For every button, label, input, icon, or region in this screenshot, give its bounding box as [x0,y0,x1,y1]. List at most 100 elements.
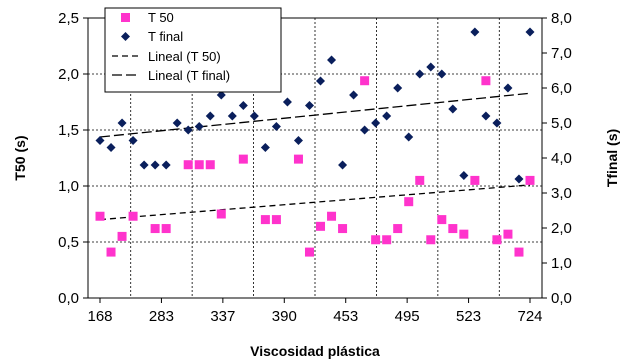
y-axis-ticks: 0,0 0,5 1,0 1,5 2,0 2,5 [58,10,88,307]
y-tick-label: 0,5 [58,234,79,251]
tfinal-points [95,27,535,184]
point-t50 [448,224,458,234]
point-t50 [503,229,513,239]
point-t50 [338,224,348,234]
legend-label-tfinal: T final [148,29,183,44]
point-tfinal [503,83,513,93]
x-tick-label: 495 [395,308,420,325]
point-tfinal [437,69,447,79]
point-tfinal [393,83,403,93]
point-tfinal [338,160,348,170]
point-tfinal [426,62,436,72]
point-tfinal [459,171,469,180]
point-t50 [470,175,480,185]
point-t50 [525,175,535,185]
point-tfinal [194,122,204,131]
point-t50 [404,197,414,207]
point-tfinal [371,118,381,128]
point-tfinal [327,55,337,65]
point-tfinal [95,136,105,145]
point-t50 [106,247,116,257]
point-t50 [481,76,491,86]
point-tfinal [448,104,458,114]
point-tfinal [293,136,303,145]
point-tfinal [161,160,171,170]
point-tfinal [470,27,480,37]
point-t50 [260,215,270,225]
y2-tick-label: 0,0 [551,290,572,307]
point-t50 [161,224,171,234]
point-t50 [128,211,138,221]
point-tfinal [249,111,259,121]
point-tfinal [382,111,392,121]
x-tick-label: 724 [517,308,542,325]
point-tfinal [172,118,182,128]
point-tfinal [128,136,138,145]
point-tfinal [349,90,359,100]
point-t50 [415,175,425,185]
trendline-tfinal [99,92,531,138]
point-tfinal [525,27,535,37]
point-tfinal [304,101,314,110]
point-tfinal [139,160,149,170]
point-t50 [371,235,381,245]
point-t50 [117,231,127,241]
point-t50 [304,247,314,257]
trendlines [99,92,531,221]
point-tfinal [492,118,502,128]
point-t50 [426,235,436,245]
point-t50 [459,229,469,239]
point-t50 [205,160,215,170]
point-tfinal [360,125,370,135]
point-t50 [316,221,326,231]
point-t50 [514,247,524,257]
point-t50 [216,209,226,219]
y2-tick-label: 1,0 [551,255,572,272]
y2-tick-label: 5,0 [551,115,572,132]
legend-marker-tfinal [121,32,130,41]
point-tfinal [227,111,237,121]
y2-tick-label: 3,0 [551,185,572,202]
y-tick-label: 2,5 [58,10,79,27]
point-t50 [360,76,370,86]
legend-marker-t50 [121,13,130,22]
x-tick-label: 453 [333,308,358,325]
point-tfinal [404,132,414,142]
y2-tick-label: 7,0 [551,45,572,62]
legend-label-lineal-t50: Lineal (T 50) [148,49,221,64]
y2-tick-label: 2,0 [551,220,572,237]
trendline-t50 [99,184,531,221]
point-tfinal [216,90,226,100]
legend: T 50 T final Lineal (T 50) Lineal (T fin… [104,7,282,93]
legend-label-lineal-tfinal: Lineal (T final) [148,68,230,83]
legend-box [104,7,282,93]
point-tfinal [183,125,193,135]
point-t50 [293,154,303,164]
point-t50 [183,160,193,170]
x-axis-ticks: 168 283 337 390 453 495 523 724 [87,298,543,325]
point-t50 [238,154,248,164]
y2-tick-label: 4,0 [551,150,572,167]
y-tick-label: 1,5 [58,122,79,139]
x-tick-label: 337 [210,308,235,325]
x-tick-label: 523 [456,308,481,325]
y-tick-label: 2,0 [58,66,79,83]
point-t50 [437,215,447,225]
x-tick-label: 390 [272,308,297,325]
y2-tick-label: 6,0 [551,80,572,97]
x-tick-label: 283 [149,308,174,325]
point-tfinal [106,143,116,152]
point-tfinal [260,143,270,152]
x-tick-label: 168 [87,308,112,325]
y2-axis-ticks: 0,0 1,0 2,0 3,0 4,0 5,0 6,0 7,0 8,0 [542,10,572,307]
point-tfinal [271,122,281,131]
point-tfinal [316,76,326,86]
point-t50 [194,160,204,170]
y2-axis-title: Tfinal (s) [604,129,620,187]
point-tfinal [117,118,127,128]
point-t50 [271,215,281,225]
point-t50 [492,235,502,245]
t50-points [95,76,535,257]
point-tfinal [238,101,248,110]
point-tfinal [205,111,215,121]
